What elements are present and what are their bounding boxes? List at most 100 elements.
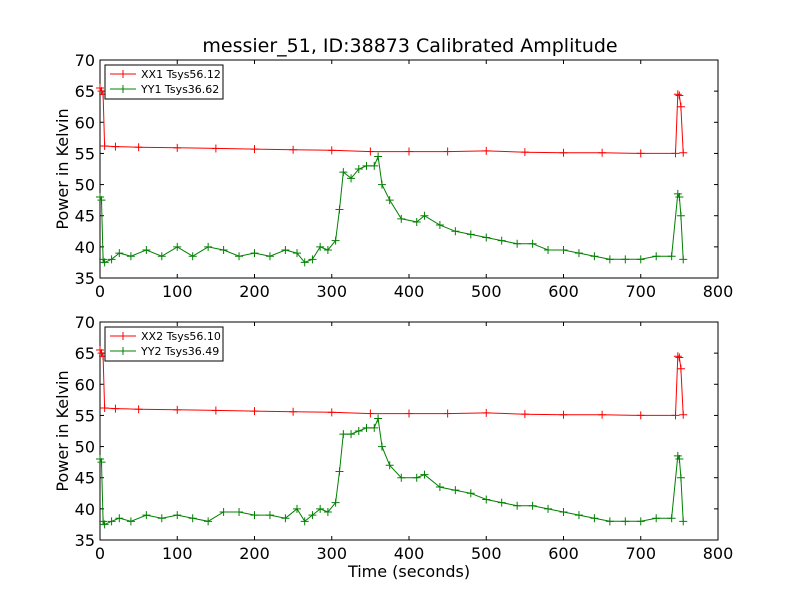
data-point — [111, 142, 120, 151]
legend-label: YY1 Tsys36.62 — [140, 83, 219, 96]
data-point — [100, 258, 109, 267]
data-point — [250, 511, 259, 520]
data-point — [671, 411, 680, 420]
chart-panel-1: 0 100 200 300 400 500 600 700 800 35 40 45 50 55 60 65 7… — [53, 51, 733, 301]
data-point — [652, 252, 661, 261]
data-point — [590, 252, 599, 261]
x-tick-label: 0 — [95, 282, 105, 301]
data-point — [420, 470, 429, 479]
data-point — [679, 148, 688, 157]
data-point — [316, 504, 325, 513]
data-point — [673, 352, 682, 361]
legend-marker — [119, 347, 127, 355]
data-point — [323, 245, 332, 254]
legend-marker — [119, 85, 127, 93]
data-point — [354, 165, 363, 173]
data-point — [327, 146, 336, 155]
legend-label: YY2 Tsys36.49 — [140, 345, 219, 358]
data-point — [397, 214, 406, 223]
data-point — [513, 501, 522, 510]
x-tick-label: 100 — [162, 544, 193, 563]
data-point — [347, 174, 356, 183]
data-point — [173, 511, 182, 520]
x-axis-label: Time (seconds) — [347, 562, 470, 581]
data-point — [443, 147, 452, 156]
x-tick-label: 400 — [394, 544, 425, 563]
data-point — [435, 221, 444, 230]
data-point — [331, 498, 340, 507]
data-point — [675, 193, 684, 202]
data-point — [211, 144, 220, 153]
data-point — [265, 252, 274, 261]
data-point — [636, 255, 645, 264]
data-point — [370, 161, 379, 170]
y-tick-label: 45 — [75, 207, 95, 226]
data-point — [673, 90, 682, 99]
data-point — [420, 211, 429, 220]
data-point — [97, 458, 106, 467]
data-point — [335, 467, 344, 476]
data-point — [157, 252, 166, 261]
data-point — [598, 410, 607, 419]
legend-label: XX1 Tsys56.12 — [141, 68, 221, 81]
x-tick-label: 0 — [95, 544, 105, 563]
data-point — [354, 427, 363, 435]
data-point — [188, 252, 197, 261]
data-point — [636, 517, 645, 526]
data-point — [559, 245, 568, 254]
data-point — [559, 507, 568, 516]
data-point — [300, 258, 309, 267]
data-point — [100, 520, 109, 529]
data-point — [412, 473, 421, 482]
y-axis-label: Power in Kelvin — [53, 108, 72, 229]
data-point — [482, 146, 491, 155]
data-point — [289, 145, 298, 154]
y-tick-label: 55 — [75, 144, 95, 163]
legend: XX1 Tsys56.12 YY1 Tsys36.62 — [104, 64, 224, 100]
data-point — [289, 407, 298, 416]
data-point — [142, 245, 151, 254]
data-point — [397, 473, 406, 482]
y-tick-label: 70 — [75, 313, 95, 332]
data-point — [667, 514, 676, 523]
y-tick-label: 55 — [75, 406, 95, 425]
data-point — [497, 236, 506, 245]
data-point — [675, 91, 684, 100]
data-point — [107, 517, 116, 526]
data-point — [466, 489, 475, 498]
data-point — [134, 405, 143, 414]
data-point — [374, 414, 383, 423]
data-point — [370, 423, 379, 432]
data-point — [544, 245, 553, 254]
y-axis-label: Power in Kelvin — [53, 370, 72, 491]
chart-panel-2: 0 100 200 300 400 500 600 700 800 35 40 45 50 55 60 65 7… — [53, 313, 733, 581]
data-point — [335, 205, 344, 214]
series-2 — [96, 414, 688, 529]
data-point — [405, 147, 413, 156]
x-tick-label: 500 — [471, 544, 502, 563]
data-point — [142, 511, 151, 520]
legend-box — [104, 326, 224, 362]
data-point — [204, 517, 213, 526]
legend-box — [104, 64, 224, 100]
data-point — [308, 511, 317, 520]
legend: XX2 Tsys56.10 YY2 Tsys36.49 — [104, 326, 224, 362]
data-point — [679, 410, 688, 419]
data-point — [300, 517, 309, 526]
data-point — [605, 255, 614, 264]
series-2 — [96, 152, 688, 267]
data-point — [211, 406, 220, 415]
data-point — [679, 517, 688, 526]
data-point — [331, 236, 340, 245]
y-tick-label: 45 — [75, 469, 95, 488]
data-point — [374, 152, 383, 161]
data-point — [235, 252, 244, 261]
data-point — [443, 409, 452, 418]
data-point — [377, 180, 386, 189]
data-point — [482, 495, 491, 504]
data-point — [451, 227, 460, 236]
data-point — [482, 408, 491, 417]
series-1 — [96, 346, 688, 420]
data-point — [316, 242, 325, 251]
